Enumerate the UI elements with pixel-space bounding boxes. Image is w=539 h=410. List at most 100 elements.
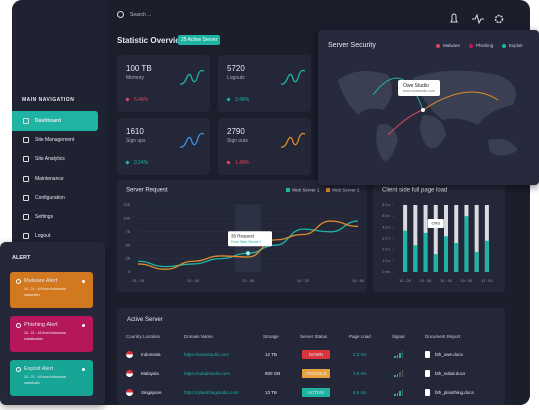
- bar: [444, 236, 448, 272]
- sparkline-path: [280, 69, 306, 85]
- x-tick-label: 10 : 20: [399, 279, 411, 283]
- sparkline: [179, 132, 205, 148]
- domain[interactable]: https://wwwstudio.com: [184, 352, 230, 357]
- route: [422, 91, 499, 111]
- sparkline: [280, 69, 306, 85]
- tooltip-text: From Web Server 1: [231, 240, 262, 244]
- nav-icon: [23, 194, 29, 201]
- nav-icon: [23, 233, 29, 240]
- page-load: 4.5 ms: [353, 390, 367, 395]
- change-arrow: [125, 97, 130, 102]
- bar-track: [433, 205, 438, 272]
- y-tick-label: 50: [126, 242, 131, 247]
- document[interactable]: bth_subal.docs: [435, 371, 466, 376]
- nav-icon: [23, 137, 29, 144]
- legend-label: Phishing: [476, 43, 494, 48]
- country: Singapore: [141, 390, 162, 395]
- stat-card: 1610 Sign ups 0.24%: [117, 118, 210, 175]
- document[interactable]: bth_owe.docs: [435, 352, 463, 357]
- signal-bar: [399, 352, 401, 358]
- signal-bar: [399, 371, 401, 377]
- document[interactable]: bth_plainthing.docs: [435, 390, 474, 395]
- change-arrow: [226, 97, 231, 102]
- domain[interactable]: https://plainthingstudio.com: [184, 390, 239, 395]
- stat-label: Sign ups: [126, 138, 146, 144]
- table-header: Domain Name: [184, 334, 213, 339]
- sparkline-path: [179, 132, 205, 148]
- stat-change: 3.48%: [235, 97, 250, 103]
- country: Indonesia: [141, 352, 161, 357]
- alert-panel: ALERT Malware Alert 10 : 21 : 44 from Ind…: [0, 242, 105, 405]
- tooltip-text: CRS: [432, 221, 441, 226]
- table-header: Country Location: [126, 334, 161, 339]
- security-panel: Server Security Owe Studio www.owestudio.…: [318, 30, 539, 185]
- bell-icon[interactable]: [450, 13, 458, 23]
- y-tick-label: 100: [123, 215, 130, 220]
- tooltip-box: [427, 219, 444, 228]
- signal-bar: [401, 351, 403, 358]
- alert-card[interactable]: Exploit Alert 10 : 21 : 44 from Indonesia…: [10, 360, 93, 396]
- search-text: Search ...: [130, 11, 152, 18]
- bar: [464, 216, 469, 272]
- y-tick-label: 1.0 s: [382, 259, 390, 263]
- nav-label: Maintenance: [35, 175, 64, 182]
- pulse-icon[interactable]: [472, 13, 484, 25]
- x-tick-label: 14 : 20: [297, 278, 310, 283]
- domain[interactable]: https://subalstudio.com: [184, 371, 231, 376]
- nav-item[interactable]: Site Management: [12, 130, 98, 150]
- tooltip-url: www.owestudio.com: [403, 89, 435, 93]
- stat-card: 100 TB Memory 5.48%: [117, 55, 210, 112]
- storage: 13 TB: [265, 390, 277, 395]
- alert-name: Exploit Alert: [24, 366, 54, 372]
- bar-track: [454, 205, 459, 272]
- point: [245, 250, 251, 256]
- sparkline-path: [280, 132, 306, 148]
- alert-title: ALERT: [12, 255, 31, 261]
- alert-icon: [16, 279, 21, 284]
- sparkline: [179, 69, 205, 85]
- nav-item[interactable]: Site Analytics: [12, 149, 98, 169]
- overview-title: Statistic Overview: [117, 36, 186, 45]
- nav-label: Logout: [35, 233, 51, 240]
- stat-change: 1.48%: [235, 160, 250, 166]
- settings-icon[interactable]: [494, 14, 504, 24]
- signal-bar: [396, 392, 398, 396]
- y-tick-label: 2.0 s: [382, 248, 390, 252]
- storage: 800 GB: [265, 371, 281, 376]
- change-arrow: [226, 160, 231, 165]
- stat-value: 100 TB: [126, 64, 152, 73]
- legend-label: Malware: [443, 43, 461, 48]
- doc-icon: [425, 370, 430, 377]
- nav-item[interactable]: Dashboard: [12, 111, 98, 131]
- table-title: Active Server: [127, 317, 163, 323]
- legend-swatch: [469, 44, 473, 48]
- nav-item[interactable]: Maintenance: [12, 169, 98, 189]
- search[interactable]: Search ...: [117, 11, 151, 18]
- sparkline-path: [179, 69, 205, 85]
- stat-card: 5720 Logouts 3.48%: [218, 55, 311, 112]
- table-header: Storage: [263, 334, 279, 339]
- change-arrow: [125, 160, 130, 165]
- status: ACTIVE: [302, 388, 330, 397]
- table-header: Page Load: [349, 334, 371, 339]
- route: [387, 109, 424, 136]
- nav-item[interactable]: Settings: [12, 207, 98, 227]
- nav-title: MAIN NAVIGATION: [22, 97, 75, 103]
- y-tick-label: 125: [123, 202, 130, 207]
- y-tick-label: 75: [126, 229, 131, 234]
- x-tick-label: 13 : 40: [187, 278, 200, 283]
- alert-dot: [82, 280, 85, 283]
- x-tick-label: 10 : 40: [440, 279, 452, 283]
- doc-icon: [425, 351, 430, 358]
- nav-item[interactable]: Logout: [12, 226, 98, 246]
- nav-icon: [23, 214, 29, 220]
- route: [372, 77, 424, 111]
- alert-card[interactable]: Phishing Alert 10 : 21 : 44 from Indonesi…: [10, 316, 93, 352]
- search-icon: [117, 11, 124, 18]
- signal-bar: [394, 375, 396, 377]
- nav-item[interactable]: Configuration: [12, 188, 98, 208]
- alert-card[interactable]: Malware Alert 10 : 21 : 44 from Indonesia…: [10, 272, 93, 308]
- bar-track: [474, 205, 479, 272]
- bar: [454, 242, 459, 272]
- signal-bar: [399, 390, 401, 396]
